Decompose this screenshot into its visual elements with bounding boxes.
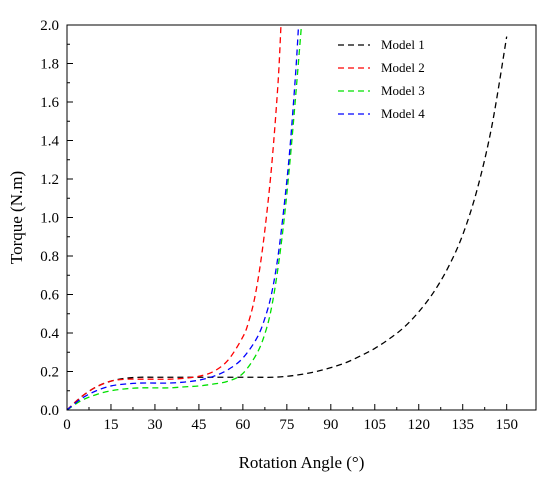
x-tick-label: 90 — [323, 417, 338, 433]
legend-label-2: Model 2 — [381, 60, 425, 75]
x-tick-label: 30 — [147, 417, 162, 433]
x-axis-title: Rotation Angle (°) — [239, 453, 365, 472]
y-tick-label: 1.6 — [40, 95, 59, 111]
y-tick-label: 0.6 — [40, 288, 59, 304]
y-tick-label: 1.8 — [40, 57, 59, 73]
y-tick-label: 0.0 — [40, 403, 59, 419]
y-axis-title: Torque (N.m) — [7, 171, 26, 264]
x-tick-label: 135 — [451, 417, 474, 433]
x-tick-label: 60 — [235, 417, 250, 433]
x-tick-label: 105 — [364, 417, 387, 433]
ticks-layer: 0 15 30 45 60 75 90 105 120 135 150 0.0 0.2 0.4 0.6 0.8… — [40, 18, 518, 433]
y-tick-label: 1.0 — [40, 211, 59, 227]
series-line-2 — [66, 24, 282, 411]
y-tick-label: 0.8 — [40, 249, 59, 265]
y-tick-label: 2.0 — [40, 18, 59, 34]
x-tick-label: 120 — [408, 417, 431, 433]
y-tick-label: 1.4 — [40, 134, 59, 150]
legend-label-1: Model 1 — [381, 37, 425, 52]
series-line-1 — [66, 36, 508, 411]
x-tick-label: 0 — [63, 417, 71, 433]
series-lines-layer — [66, 24, 508, 411]
y-tick-label: 0.2 — [40, 365, 59, 381]
x-tick-label: 150 — [495, 417, 518, 433]
legend: Model 1 Model 2 Model 3 Model 4 — [338, 37, 425, 121]
legend-label-4: Model 4 — [381, 106, 425, 121]
series-line-3 — [66, 24, 303, 411]
y-tick-label: 0.4 — [40, 326, 59, 342]
series-line-4 — [66, 24, 300, 411]
plot-frame — [66, 24, 537, 411]
x-tick-label: 15 — [103, 417, 118, 433]
legend-label-3: Model 3 — [381, 83, 425, 98]
x-tick-label: 75 — [279, 417, 294, 433]
x-tick-label: 45 — [191, 417, 206, 433]
y-tick-label: 1.2 — [40, 172, 59, 188]
